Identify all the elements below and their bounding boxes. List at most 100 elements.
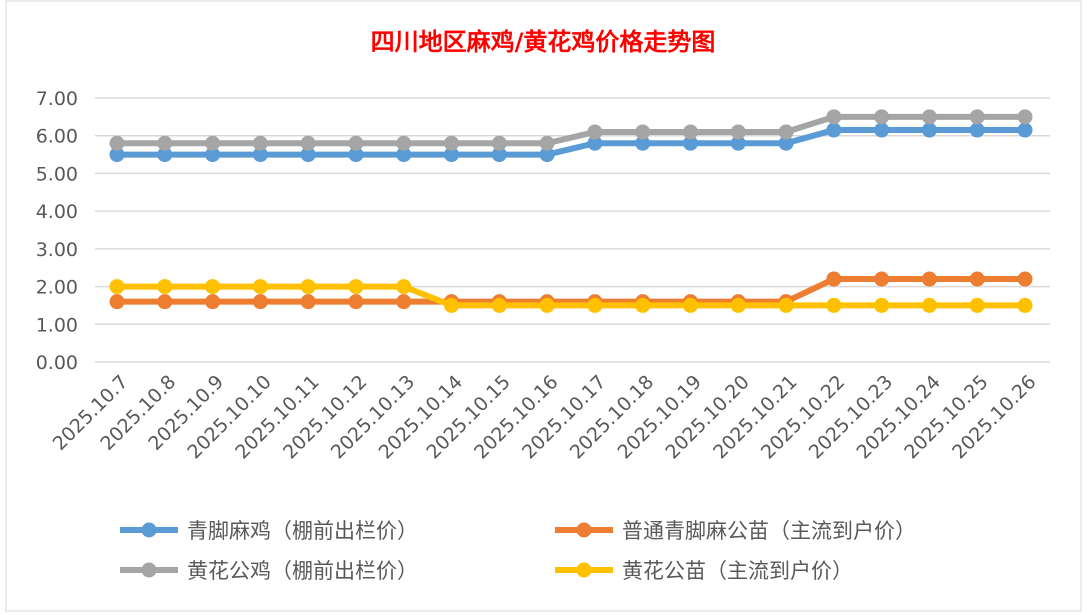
data-point [300, 279, 316, 295]
data-point [300, 135, 316, 151]
y-tick-label: 7.00 [36, 88, 78, 110]
data-point [109, 279, 125, 295]
data-point [1017, 297, 1033, 313]
data-point [874, 109, 890, 125]
data-point [539, 147, 555, 163]
data-point [587, 297, 603, 313]
data-point [921, 271, 937, 287]
data-point [157, 279, 173, 295]
data-point [826, 271, 842, 287]
y-tick-label: 5.00 [36, 163, 78, 185]
data-point [491, 297, 507, 313]
data-point [396, 147, 412, 163]
legend-label: 黄花公苗（主流到户价） [622, 559, 853, 583]
data-point [396, 279, 412, 295]
data-point [252, 294, 268, 310]
legend-marker [576, 562, 592, 578]
legend-item: 黄花公苗（主流到户价） [555, 559, 853, 583]
data-point [157, 147, 173, 163]
series-line [117, 113, 1025, 147]
data-point [300, 147, 316, 163]
data-point [874, 122, 890, 138]
data-point [205, 279, 221, 295]
data-point [1017, 109, 1033, 125]
data-point [252, 135, 268, 151]
data-point [348, 294, 364, 310]
data-point [205, 135, 221, 151]
data-point [444, 297, 460, 313]
data-point [109, 135, 125, 151]
data-point [921, 297, 937, 313]
legend-label: 黄花公鸡（棚前出栏价） [187, 559, 418, 583]
legend-item: 青脚麻鸡（棚前出栏价） [120, 519, 418, 543]
data-point [157, 294, 173, 310]
data-point [826, 122, 842, 138]
data-point [874, 297, 890, 313]
data-point [396, 294, 412, 310]
data-point [778, 124, 794, 140]
data-point [635, 124, 651, 140]
data-point [587, 135, 603, 151]
y-tick-label: 3.00 [36, 239, 78, 261]
data-point [444, 135, 460, 151]
data-point [444, 147, 460, 163]
data-point [348, 147, 364, 163]
data-point [635, 297, 651, 313]
series-3 [109, 279, 1033, 313]
data-point [348, 279, 364, 295]
y-tick-label: 4.00 [36, 201, 78, 223]
data-point [921, 122, 937, 138]
data-point [539, 297, 555, 313]
data-point [778, 297, 794, 313]
data-point [921, 109, 937, 125]
y-tick-label: 2.00 [36, 277, 78, 299]
data-point [682, 124, 698, 140]
data-point [874, 271, 890, 287]
y-tick-label: 6.00 [36, 126, 78, 148]
series-0 [109, 122, 1033, 163]
data-point [730, 124, 746, 140]
data-point [635, 135, 651, 151]
data-point [205, 147, 221, 163]
data-point [682, 297, 698, 313]
data-point [969, 122, 985, 138]
series-line [117, 283, 1025, 309]
data-point [587, 124, 603, 140]
series-line [117, 276, 1025, 305]
y-tick-label: 0.00 [36, 352, 78, 374]
data-point [730, 297, 746, 313]
data-point [969, 109, 985, 125]
data-point [252, 147, 268, 163]
data-point [491, 147, 507, 163]
data-point [1017, 271, 1033, 287]
data-point [1017, 122, 1033, 138]
legend-item: 黄花公鸡（棚前出栏价） [120, 559, 418, 583]
data-point [300, 294, 316, 310]
legend-marker [141, 522, 157, 538]
data-point [826, 109, 842, 125]
legend-marker [141, 562, 157, 578]
data-point [778, 135, 794, 151]
data-point [396, 135, 412, 151]
data-point [682, 135, 698, 151]
legend-label: 青脚麻鸡（棚前出栏价） [187, 519, 418, 543]
data-point [109, 147, 125, 163]
data-point [826, 297, 842, 313]
data-point [730, 135, 746, 151]
series-2 [109, 109, 1033, 151]
legend-item: 普通青脚麻公苗（主流到户价） [555, 519, 916, 543]
data-point [109, 294, 125, 310]
y-tick-label: 1.00 [36, 314, 78, 336]
data-point [205, 294, 221, 310]
legend-label: 普通青脚麻公苗（主流到户价） [622, 519, 916, 543]
data-point [969, 271, 985, 287]
data-point [252, 279, 268, 295]
series-line [117, 127, 1025, 158]
data-point [539, 135, 555, 151]
legend-marker [576, 522, 592, 538]
data-point [348, 135, 364, 151]
data-point [491, 135, 507, 151]
chart-title: 四川地区麻鸡/黄花鸡价格走势图 [371, 28, 716, 56]
